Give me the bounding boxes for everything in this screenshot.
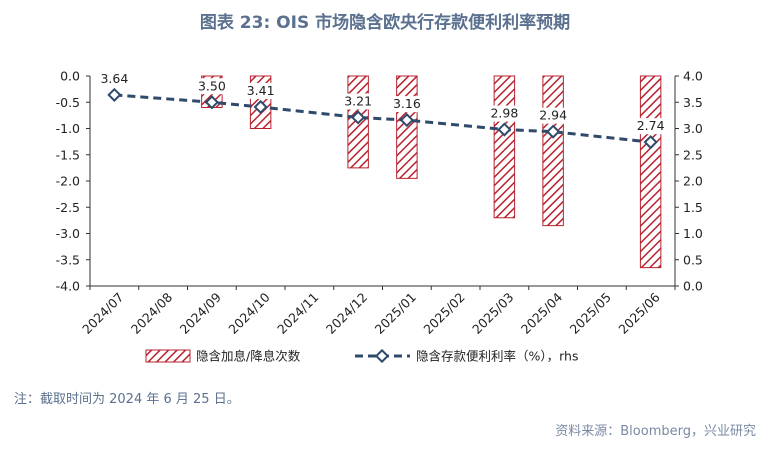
line-series xyxy=(107,87,658,150)
data-label: 2.98 xyxy=(490,106,518,121)
y-left-tick-label: -2.5 xyxy=(56,200,80,215)
line-marker xyxy=(546,124,561,139)
y-right-tick-label: 1.0 xyxy=(683,226,703,241)
y-left-tick-label: -1.0 xyxy=(56,121,80,136)
data-label: 2.94 xyxy=(539,108,567,123)
bar xyxy=(639,75,662,269)
legend-bar-swatch xyxy=(145,349,191,363)
data-label-bg xyxy=(537,107,570,124)
legend-line-marker xyxy=(374,348,390,364)
x-tick-label: 2024/07 xyxy=(79,290,126,337)
line-marker xyxy=(204,95,219,110)
data-label-bg xyxy=(634,118,667,135)
y-right-tick-label: 3.5 xyxy=(683,95,703,110)
y-right-tick-label: 2.5 xyxy=(683,147,703,162)
x-tick-label: 2025/04 xyxy=(518,289,565,336)
x-tick-label: 2025/05 xyxy=(567,290,614,337)
data-label: 3.50 xyxy=(198,78,226,93)
legend: 隐含加息/降息次数 隐含存款便利利率（%），rhs xyxy=(145,348,578,364)
x-tick-label: 2024/08 xyxy=(128,289,175,336)
line-marker xyxy=(253,99,268,115)
data-label-bg xyxy=(98,70,131,87)
y-left-tick-label: -0.5 xyxy=(56,95,80,110)
y-left-tick-label: 0.0 xyxy=(60,69,80,84)
bar xyxy=(542,75,564,227)
y-right-tick-label: 0.5 xyxy=(683,252,703,267)
y-right-tick-label: 3.0 xyxy=(683,121,703,136)
line-marker xyxy=(351,110,366,125)
data-label-bg xyxy=(342,93,375,110)
y-right-tick-label: 0.0 xyxy=(683,279,703,294)
x-tick-label: 2025/02 xyxy=(420,290,467,337)
line-path xyxy=(114,93,651,144)
y-left-tick-label: -3.5 xyxy=(56,252,80,267)
x-tick-label: 2024/12 xyxy=(323,290,370,337)
x-tick-label: 2024/11 xyxy=(274,290,321,337)
data-label: 2.74 xyxy=(637,118,665,133)
legend-line-label: 隐含存款便利利率（%），rhs xyxy=(416,349,578,364)
x-tick-label: 2024/10 xyxy=(225,289,272,336)
y-left-tick-label: -4.0 xyxy=(56,279,80,294)
source-note: 资料来源：Bloomberg，兴业研究 xyxy=(555,424,756,439)
bar xyxy=(493,75,516,219)
x-tick-label: 2025/03 xyxy=(469,290,516,337)
data-label-bg xyxy=(390,96,423,113)
x-tick-label: 2025/01 xyxy=(372,290,419,337)
x-tick-label: 2024/09 xyxy=(177,289,224,336)
data-labels: 3.64 3.50 3.41 3.21 3.16 2.98 2.94 2.74 xyxy=(98,70,667,135)
line-marker xyxy=(399,113,414,128)
chart-title: 图表 23: OIS 市场隐含欧央行存款便利利率预期 xyxy=(199,13,571,33)
y-left-tick-label: -1.5 xyxy=(56,147,80,162)
y-right-tick-label: 2.0 xyxy=(683,174,703,189)
data-label-bg xyxy=(195,78,228,95)
x-tick-label: 2025/06 xyxy=(615,289,662,336)
legend-bar-label: 隐含加息/降息次数 xyxy=(196,349,301,364)
y-left-tick-label: -3.0 xyxy=(56,226,80,241)
bar-series xyxy=(201,75,662,269)
footnote: 注：截取时间为 2024 年 6 月 25 日。 xyxy=(14,392,240,407)
line-marker xyxy=(107,87,122,102)
y-right-tick-label: 1.5 xyxy=(683,200,703,215)
data-label-bg xyxy=(244,82,277,99)
data-label-bg xyxy=(488,105,521,122)
data-label: 3.16 xyxy=(393,96,421,111)
bar xyxy=(396,75,418,179)
y-right-tick-label: 4.0 xyxy=(683,69,703,84)
line-marker xyxy=(643,135,658,150)
y-left-tick-label: -2.0 xyxy=(56,174,80,189)
axes: 0.0 -0.5 -1.0 -1.5 -2.0 -2.5 -3.0 -3.5 -4.0 4.0 3.… xyxy=(56,69,703,337)
data-label: 3.21 xyxy=(344,93,372,108)
data-label: 3.41 xyxy=(247,83,275,98)
data-label: 3.64 xyxy=(100,71,128,86)
line-marker xyxy=(497,122,512,137)
